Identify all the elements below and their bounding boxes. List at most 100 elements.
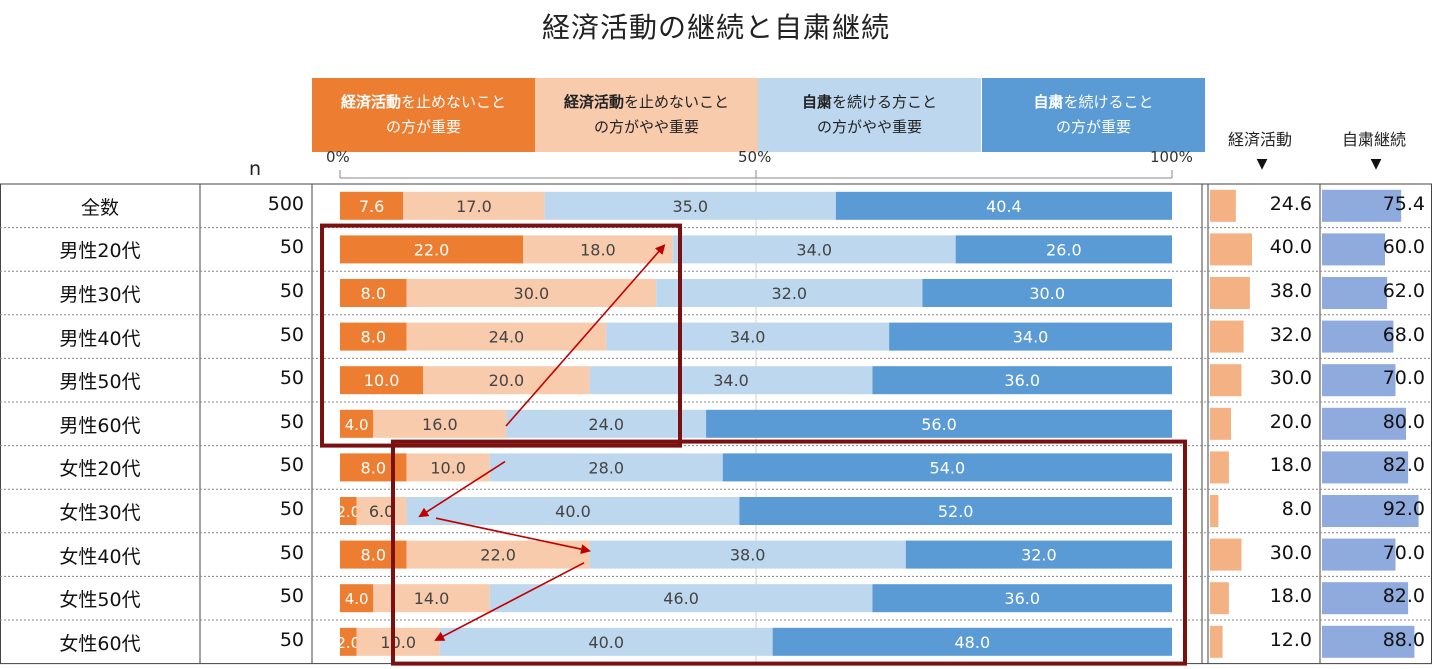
restraint-column-header: 自粛継続 [1341, 130, 1406, 149]
economy-total-value: 12.0 [1269, 628, 1312, 651]
bar-value-label: 2.0 [336, 503, 360, 521]
bar-value-label: 34.0 [730, 328, 766, 347]
legend-line-1: 自粛を続ける方こと [802, 90, 937, 115]
bar-value-label: 7.6 [359, 197, 384, 216]
bar-value-label: 22.0 [414, 240, 450, 259]
restraint-total-bar [1322, 364, 1396, 397]
row-category-label: 男性30代 [59, 284, 141, 306]
legend-rest: を続けること [1063, 93, 1154, 111]
restraint-total-value: 80.0 [1382, 410, 1425, 433]
bar-segment [340, 453, 407, 482]
restraint-total-value: 62.0 [1382, 280, 1425, 302]
economy-total-value: 18.0 [1269, 585, 1312, 608]
bar-value-label: 14.0 [414, 589, 450, 608]
bar-segment [905, 540, 1172, 569]
restraint-total-bar [1322, 233, 1385, 266]
bar-value-label: 18.0 [580, 240, 616, 259]
bar-segment [340, 235, 524, 264]
bar-value-label: 24.0 [489, 328, 525, 347]
bar-segment [340, 584, 374, 613]
row-category-label: 女性50代 [59, 589, 141, 612]
row-n-value: 50 [279, 585, 304, 608]
bar-value-label: 20.0 [489, 371, 525, 390]
bar-value-label: 32.0 [1021, 546, 1057, 565]
bar-value-label: 4.0 [345, 416, 369, 434]
economy-sort-marker: ▼ [1256, 156, 1268, 172]
economy-total-bar [1210, 320, 1244, 353]
bar-value-label: 10.0 [364, 371, 400, 390]
row-category-label: 女性40代 [59, 545, 141, 568]
restraint-total-value: 70.0 [1382, 367, 1425, 390]
row-n-value: 500 [267, 192, 304, 215]
bar-segment [706, 409, 1172, 438]
restraint-sort-marker: ▼ [1370, 156, 1382, 172]
trend-arrow [418, 460, 506, 518]
bar-segment [672, 235, 956, 264]
bar-value-label: 52.0 [938, 502, 974, 521]
n-header: n [248, 158, 262, 180]
row-n-value: 50 [279, 454, 304, 477]
bar-value-label: 48.0 [955, 633, 991, 652]
bar-segment [340, 540, 407, 569]
bar-value-label: 17.0 [456, 197, 492, 216]
bar-segment [423, 366, 590, 395]
bar-segment [922, 279, 1172, 307]
bar-value-label: 32.0 [771, 284, 807, 303]
trend-arrow [505, 244, 666, 427]
row-category-label: 女性30代 [59, 502, 141, 524]
economy-total-bar [1210, 582, 1229, 615]
bar-value-label: 34.0 [713, 371, 749, 390]
economy-total-bar [1210, 277, 1250, 309]
legend-line-1: 経済活動を止めないこと [564, 90, 729, 115]
bar-value-label: 8.0 [361, 284, 386, 303]
highlight-box-female [391, 439, 1187, 666]
row-category-label: 女性20代 [59, 458, 141, 481]
legend-item-1: 経済活動を止めないこと の方が重要 [312, 78, 535, 152]
bar-value-label: 40.0 [555, 502, 591, 521]
bar-value-label: 22.0 [480, 546, 516, 565]
bar-segment [955, 235, 1172, 264]
bar-segment [340, 409, 374, 438]
legend-bold: 経済活動 [563, 93, 624, 111]
economy-total-bar [1210, 451, 1229, 484]
bar-segment [373, 409, 507, 438]
bar-value-label: 10.0 [380, 633, 416, 652]
legend-line-2: の方が重要 [1055, 118, 1131, 136]
bar-segment [489, 453, 723, 482]
tick-label-50: 50% [738, 148, 772, 166]
legend-bold: 自粛 [801, 93, 832, 111]
legend-bold: 経済活動 [340, 93, 401, 111]
bar-segment [340, 322, 407, 351]
row-category-label: 男性20代 [59, 240, 141, 263]
restraint-total-bar [1322, 625, 1415, 658]
bar-value-label: 26.0 [1046, 240, 1082, 259]
chart-title: 経済活動の継続と自粛継続 [541, 11, 890, 44]
bar-segment [606, 322, 890, 351]
restraint-total-bar [1322, 451, 1409, 484]
highlight-box-male [320, 223, 682, 448]
economy-total-value: 32.0 [1269, 323, 1312, 346]
restraint-total-bar [1322, 582, 1409, 615]
bar-segment [722, 453, 1172, 482]
economy-total-value: 24.6 [1269, 192, 1312, 215]
legend-rest: を続ける方こと [832, 93, 938, 111]
bar-value-label: 35.0 [672, 197, 708, 216]
economy-total-bar [1210, 625, 1223, 658]
bar-segment [772, 627, 1172, 656]
bar-value-label: 30.0 [1029, 284, 1065, 303]
bar-segment [356, 627, 440, 656]
restraint-total-bar [1322, 320, 1394, 353]
restraint-total-bar [1322, 495, 1419, 527]
legend-rest: を止めないこと [624, 93, 730, 111]
bar-segment [439, 627, 773, 656]
economy-total-bar [1210, 233, 1252, 266]
bar-value-label: 54.0 [930, 458, 966, 477]
bar-value-label: 8.0 [361, 546, 386, 565]
bar-segment [340, 191, 404, 220]
bar-value-label: 2.0 [336, 634, 360, 652]
economy-total-value: 38.0 [1269, 280, 1312, 302]
bar-value-label: 28.0 [588, 458, 624, 477]
bar-segment [544, 191, 836, 220]
restraint-total-value: 60.0 [1382, 236, 1425, 259]
economy-total-value: 20.0 [1269, 410, 1312, 433]
